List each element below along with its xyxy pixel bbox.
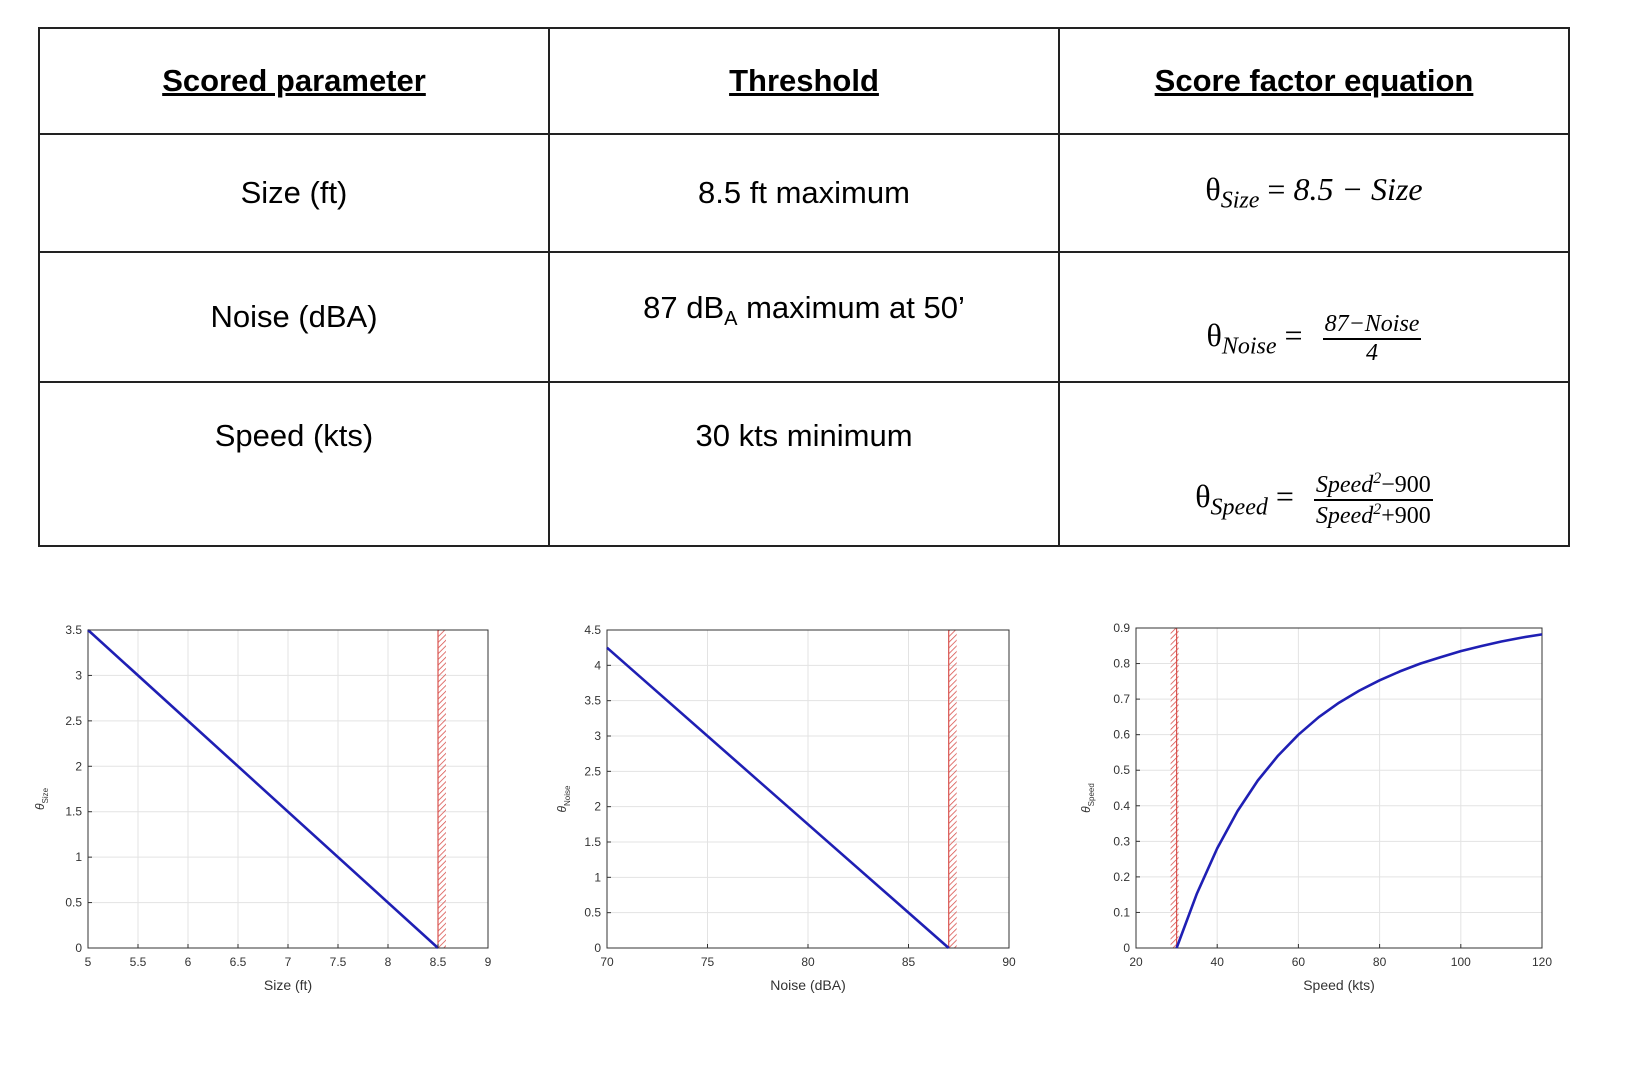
plot-frame	[1135, 627, 1543, 949]
y-tick-label: 3	[75, 668, 82, 682]
y-tick-label: 1.5	[584, 835, 601, 849]
score-factor-table: Scored parameter Threshold Score factor …	[38, 27, 1570, 547]
x-tick-label: 20	[1129, 955, 1143, 969]
table-row-noise: Noise (dBA) 87 dBA maximum at 50’ θNoise…	[38, 251, 1570, 383]
series-line	[1175, 633, 1543, 949]
y-tick-label: 4	[594, 658, 601, 672]
y-tick-label: 0.5	[584, 906, 601, 920]
x-tick-label: 100	[1451, 955, 1471, 969]
x-tick-label: 75	[701, 955, 715, 969]
y-tick-label: 0.3	[1113, 834, 1130, 848]
y-axis-label: θSpeed	[1079, 783, 1096, 813]
threshold-cell: 8.5 ft maximum	[548, 133, 1060, 253]
equation-cell: θSize = 8.5 − Size	[1058, 133, 1570, 253]
x-tick-label: 40	[1211, 955, 1225, 969]
x-tick-label: 6.5	[230, 955, 247, 969]
x-tick-label: 5.5	[130, 955, 147, 969]
table-header-row: Scored parameter Threshold Score factor …	[38, 27, 1570, 135]
x-tick-label: 8	[385, 955, 392, 969]
y-tick-label: 2	[75, 759, 82, 773]
x-tick-label: 7	[285, 955, 292, 969]
series-line	[606, 646, 950, 949]
y-tick-label: 0.5	[1113, 763, 1130, 777]
x-tick-label: 7.5	[330, 955, 347, 969]
equation-cell: θSpeed = Speed2−900 Speed2+900	[1058, 381, 1570, 547]
table-row-speed: Speed (kts) 30 kts minimum θSpeed = Spee…	[38, 381, 1570, 547]
y-tick-label: 4.5	[584, 623, 601, 637]
y-tick-label: 0.7	[1113, 692, 1130, 706]
y-tick-label: 2	[594, 800, 601, 814]
noise-equation: θNoise = 87−Noise 4	[1206, 311, 1422, 366]
y-tick-label: 3.5	[584, 694, 601, 708]
threshold-hatch-band	[948, 630, 957, 948]
equation-cell: θNoise = 87−Noise 4	[1058, 251, 1570, 383]
y-tick-label: 0.2	[1113, 870, 1130, 884]
x-tick-label: 5	[85, 955, 92, 969]
speed-chart: 20 40 60 80 100 120 0 0.1 0.2 0.3 0.4 0.5 0.6 0.7 0.8 0…	[1079, 621, 1552, 993]
x-tick-label: 60	[1292, 955, 1306, 969]
x-tick-label: 70	[600, 955, 614, 969]
y-tick-label: 0.6	[1113, 728, 1130, 742]
series-line	[87, 629, 439, 949]
y-tick-label: 1.5	[65, 805, 82, 819]
x-tick-label: 9	[485, 955, 492, 969]
y-tick-label: 0	[594, 941, 601, 955]
x-axis-label: Noise (dBA)	[770, 977, 845, 993]
table-row-size: Size (ft) 8.5 ft maximum θSize = 8.5 − S…	[38, 133, 1570, 253]
parameter-cell: Size (ft)	[38, 133, 550, 253]
parameter-cell: Noise (dBA)	[38, 251, 550, 383]
x-tick-label: 80	[801, 955, 815, 969]
y-tick-label: 3.5	[65, 623, 82, 637]
y-tick-label: 2.5	[584, 764, 601, 778]
x-tick-label: 90	[1002, 955, 1016, 969]
x-tick-label: 85	[902, 955, 916, 969]
y-tick-label: 0	[1123, 941, 1130, 955]
y-tick-label: 0.9	[1113, 621, 1130, 635]
x-tick-label: 80	[1373, 955, 1387, 969]
y-tick-label: 0.1	[1113, 905, 1130, 919]
plot-background	[1136, 628, 1542, 948]
x-axis-label: Size (ft)	[264, 977, 312, 993]
header-threshold: Threshold	[548, 27, 1060, 135]
threshold-hatch-band	[438, 630, 446, 948]
header-scored-parameter: Scored parameter	[38, 27, 550, 135]
threshold-cell: 30 kts minimum	[548, 381, 1060, 547]
size-chart: 5 5.5 6 6.5 7 7.5 8 8.5 9 0 0.5 1 1.5 2 2.5 3 3.5 Size (f…	[33, 623, 492, 993]
y-tick-label: 0.8	[1113, 657, 1130, 671]
y-tick-label: 2.5	[65, 714, 82, 728]
x-tick-label: 8.5	[430, 955, 447, 969]
x-tick-label: 6	[185, 955, 192, 969]
x-axis-label: Speed (kts)	[1303, 977, 1375, 993]
y-tick-label: 1	[594, 870, 601, 884]
y-tick-label: 1	[75, 850, 82, 864]
y-axis-label: θSize	[33, 787, 50, 810]
speed-equation: θSpeed = Speed2−900 Speed2+900	[1195, 470, 1433, 529]
header-score-factor-equation: Score factor equation	[1058, 27, 1570, 135]
noise-chart: 70 75 80 85 90 0 0.5 1 1.5 2 2.5 3 3.5 4 4.5 Noise (dBA…	[555, 623, 1016, 993]
y-tick-label: 0.5	[65, 896, 82, 910]
y-tick-label: 3	[594, 729, 601, 743]
size-equation: θSize = 8.5 − Size	[1205, 171, 1423, 214]
y-axis-label: θNoise	[555, 785, 572, 813]
x-tick-label: 120	[1532, 955, 1552, 969]
threshold-hatch-band	[1170, 628, 1179, 948]
y-tick-label: 0.4	[1113, 799, 1130, 813]
threshold-cell: 87 dBA maximum at 50’	[548, 251, 1060, 383]
y-tick-label: 0	[75, 941, 82, 955]
parameter-cell: Speed (kts)	[38, 381, 550, 547]
